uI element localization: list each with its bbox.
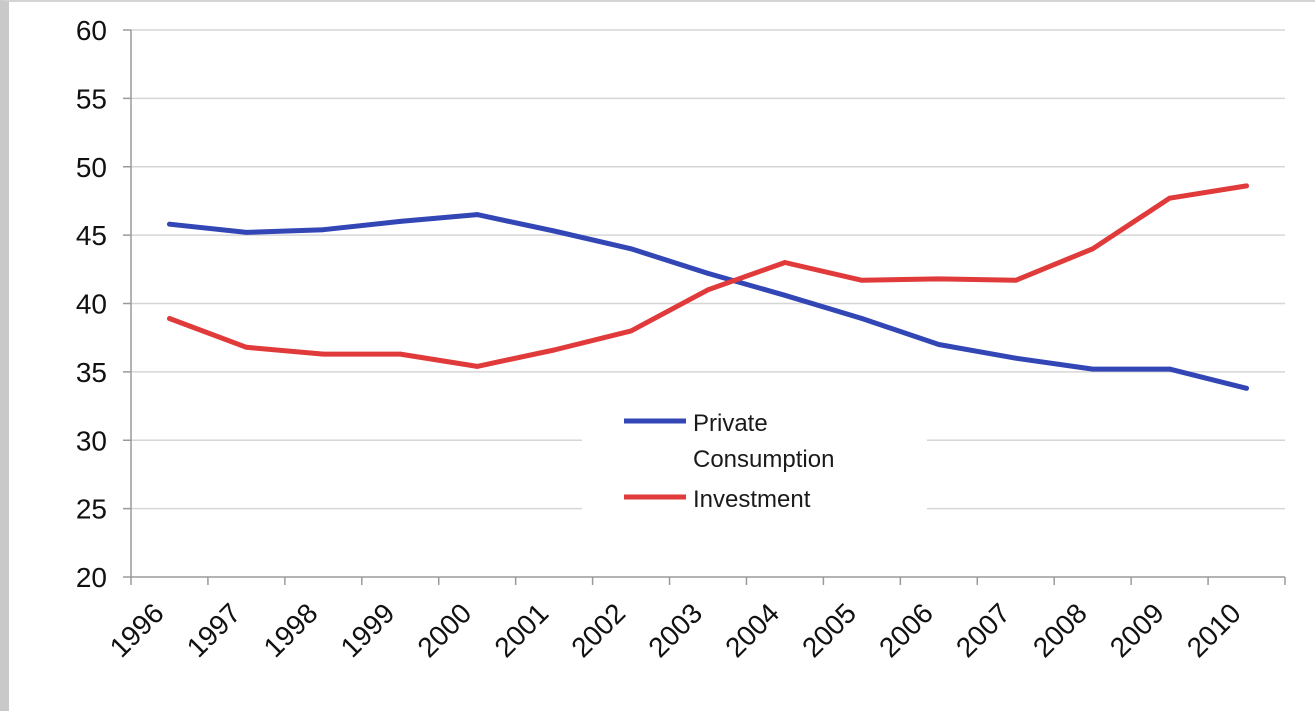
data-point-investment-2006 [936,276,942,282]
data-point-private-consumption-2001 [551,228,557,234]
x-tick-label-2002: 2002 [565,597,631,663]
x-tick-label-2010: 2010 [1181,597,1247,663]
data-point-investment-1999 [397,351,403,357]
x-tick-label-1996: 1996 [104,597,170,663]
data-point-private-consumption-2007 [1013,355,1019,361]
x-tick-label-2006: 2006 [873,597,939,663]
y-tick-label-45: 45 [76,220,107,251]
x-tick-label-2009: 2009 [1104,597,1170,663]
series-line-private-consumption [167,212,1249,391]
legend-label-private-consumption-1: Consumption [693,446,834,473]
data-point-investment-1997 [244,344,249,350]
data-point-private-consumption-2006 [936,342,942,347]
x-tick-label-1997: 1997 [181,597,247,663]
x-tick-label-2000: 2000 [411,597,477,663]
series-line-investment [167,183,1249,369]
x-tick-label-1998: 1998 [258,597,324,663]
data-point-investment-2001 [551,347,557,353]
data-point-private-consumption-2000 [474,212,480,218]
data-point-investment-2010 [1244,183,1249,189]
y-tick-label-35: 35 [76,357,107,388]
x-tick-label-2001: 2001 [488,597,554,663]
y-tick-label-25: 25 [76,494,107,525]
data-point-private-consumption-2002 [628,246,634,252]
data-point-investment-1996 [167,316,172,321]
data-point-investment-2008 [1090,246,1096,252]
x-tick-label-2007: 2007 [950,597,1016,663]
y-tick-label-55: 55 [76,83,107,114]
x-tick-label-2005: 2005 [796,597,862,663]
y-tick-label-30: 30 [76,425,107,456]
data-point-investment-1998 [320,351,326,357]
data-point-private-consumption-2009 [1167,366,1172,372]
data-point-investment-2003 [705,287,711,293]
data-point-private-consumption-1998 [320,227,326,233]
x-tick-label-1999: 1999 [335,597,401,663]
y-tick-label-60: 60 [76,15,107,46]
x-tick-label-2008: 2008 [1027,597,1093,663]
data-point-private-consumption-2005 [859,316,865,321]
data-point-private-consumption-2008 [1090,366,1096,372]
data-point-investment-2009 [1167,195,1172,201]
data-point-private-consumption-1997 [244,229,249,235]
data-point-investment-2005 [859,277,865,283]
data-point-investment-2000 [474,364,480,369]
data-point-private-consumption-1999 [397,219,403,224]
data-point-private-consumption-2010 [1244,385,1249,391]
y-tick-label-20: 20 [76,562,107,593]
legend-label-private-consumption-0: Private [693,410,768,437]
x-tick-label-2003: 2003 [642,597,708,663]
x-tick-label-2004: 2004 [719,597,785,663]
data-point-investment-2002 [628,328,634,334]
data-point-private-consumption-2004 [782,292,788,298]
data-point-private-consumption-1996 [167,221,172,227]
y-tick-label-40: 40 [76,289,107,320]
data-point-investment-2007 [1013,277,1019,283]
data-point-private-consumption-2003 [705,271,711,276]
y-tick-label-50: 50 [76,152,107,183]
data-point-investment-2004 [782,260,788,265]
legend-label-investment-0: Investment [693,486,811,513]
